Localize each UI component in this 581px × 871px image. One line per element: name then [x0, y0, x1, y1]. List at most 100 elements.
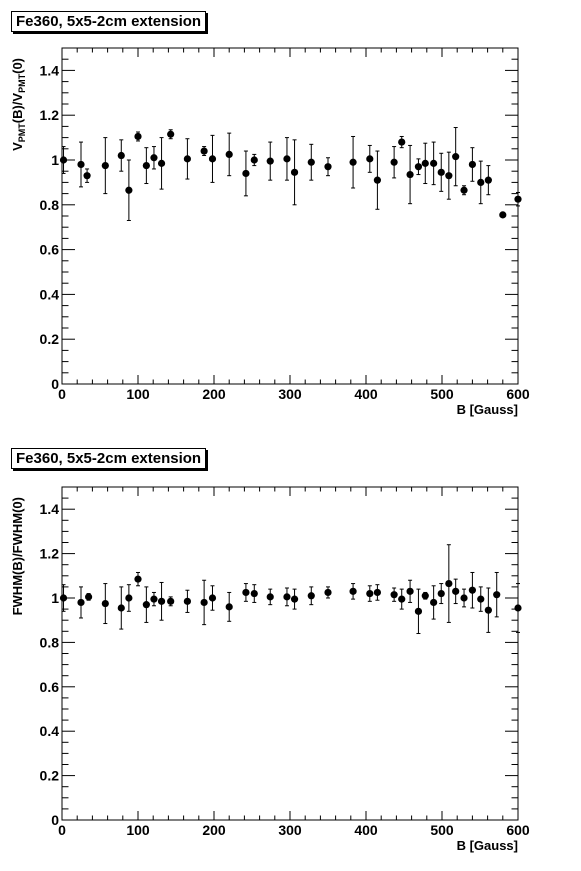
data-point [307, 592, 315, 600]
y-axis-title-part: (0) [10, 58, 25, 74]
data-point [167, 130, 175, 138]
y-tick-label: 0.6 [40, 679, 60, 695]
data-point [283, 155, 291, 163]
data-point [266, 157, 274, 165]
data-point [283, 593, 291, 601]
x-tick-label: 600 [506, 822, 530, 838]
data-point [117, 604, 125, 612]
data-point [421, 592, 429, 600]
x-tick-label: 0 [58, 822, 66, 838]
data-point [398, 595, 406, 603]
data-point [499, 211, 507, 219]
data-point [349, 587, 357, 595]
y-tick-label: 0.8 [40, 634, 60, 650]
data-point [250, 156, 258, 164]
y-tick-label: 0 [51, 376, 59, 392]
data-point [398, 138, 406, 146]
plot-frame [61, 47, 519, 385]
plot-panel-top: 0 100 200 300 400 500 600 0 0.2 0.4 0.6 0.8 1 1.2 1.4 B… [10, 47, 530, 417]
data-point [101, 599, 109, 608]
data-point [85, 593, 93, 601]
data-point [514, 604, 522, 612]
y-axis-title: VPMT(B)/VPMT(0) [10, 58, 27, 151]
y-axis-title-subscript: PMT [17, 123, 27, 143]
x-tick-label: 400 [354, 822, 378, 838]
data-point [484, 606, 492, 614]
data-point [150, 154, 158, 162]
data-point [200, 598, 208, 607]
data-point [142, 601, 150, 609]
data-point [208, 594, 217, 602]
data-point [373, 176, 381, 184]
y-tick-label: 0.2 [40, 331, 60, 347]
y-tick-label: 1.4 [40, 62, 60, 78]
data-point [266, 593, 274, 601]
data-point [484, 176, 492, 184]
data-point [430, 159, 438, 167]
y-axis-title-part: V [10, 142, 25, 151]
data-point [225, 150, 233, 158]
data-point [208, 155, 217, 163]
x-tick-label: 400 [354, 386, 378, 402]
data-point [117, 151, 125, 160]
data-point [59, 594, 68, 602]
y-tick-label: 1 [51, 152, 59, 168]
data-point [430, 598, 438, 607]
x-tick-label: 100 [126, 386, 150, 402]
data-point [421, 159, 429, 167]
data-point [157, 159, 166, 167]
data-point [452, 153, 460, 161]
data-point [290, 595, 299, 603]
data-point [452, 587, 460, 595]
data-point [468, 160, 476, 169]
y-tick-label: 0.6 [40, 242, 60, 258]
x-tick-label: 500 [430, 822, 454, 838]
y-tick-label: 0.4 [40, 723, 60, 739]
y-axis-title-part: (B)/V [10, 93, 25, 124]
data-point [134, 132, 142, 141]
data-point [250, 589, 258, 598]
data-point [390, 591, 398, 599]
chart-title-bottom: Fe360, 5x5-2cm extension [11, 448, 207, 469]
y-axis-title-subscript: PMT [17, 73, 27, 93]
x-tick-label: 500 [430, 386, 454, 402]
data-point [183, 597, 191, 605]
data-point [406, 587, 414, 595]
y-tick-label: 0.8 [40, 197, 60, 213]
data-point [125, 594, 133, 602]
data-point [437, 589, 445, 598]
x-axis-title: B [Gauss] [457, 402, 518, 417]
data-point [101, 162, 109, 170]
data-point [349, 158, 357, 166]
data-point [477, 595, 485, 603]
data-point [414, 163, 423, 171]
plot-panel-bottom: 0 100 200 300 400 500 600 0 0.2 0.4 0.6 0.8 1 1.2 1.4 B… [10, 486, 530, 853]
data-point [366, 155, 374, 163]
data-point [460, 594, 468, 602]
data-point [468, 586, 476, 594]
data-point [225, 603, 233, 611]
y-axis-title: FWHM(B)/FWHM(0) [10, 497, 25, 615]
data-point [77, 598, 85, 607]
data-point [493, 591, 501, 599]
data-point [373, 588, 381, 597]
data-point [514, 195, 522, 203]
data-point [307, 158, 315, 166]
data-point [445, 579, 453, 588]
data-point [290, 168, 299, 176]
x-tick-label: 0 [58, 386, 66, 402]
data-point [414, 607, 423, 615]
data-point [183, 155, 191, 163]
data-point [242, 169, 250, 178]
y-tick-label: 1 [51, 590, 59, 606]
y-tick-label: 0.2 [40, 768, 60, 784]
data-point [390, 158, 398, 166]
x-tick-label: 100 [126, 822, 150, 838]
data-point [125, 186, 133, 194]
x-tick-label: 300 [278, 386, 302, 402]
data-point [406, 170, 414, 179]
data-point [445, 172, 453, 180]
data-point [150, 595, 158, 603]
data-point [77, 160, 85, 169]
